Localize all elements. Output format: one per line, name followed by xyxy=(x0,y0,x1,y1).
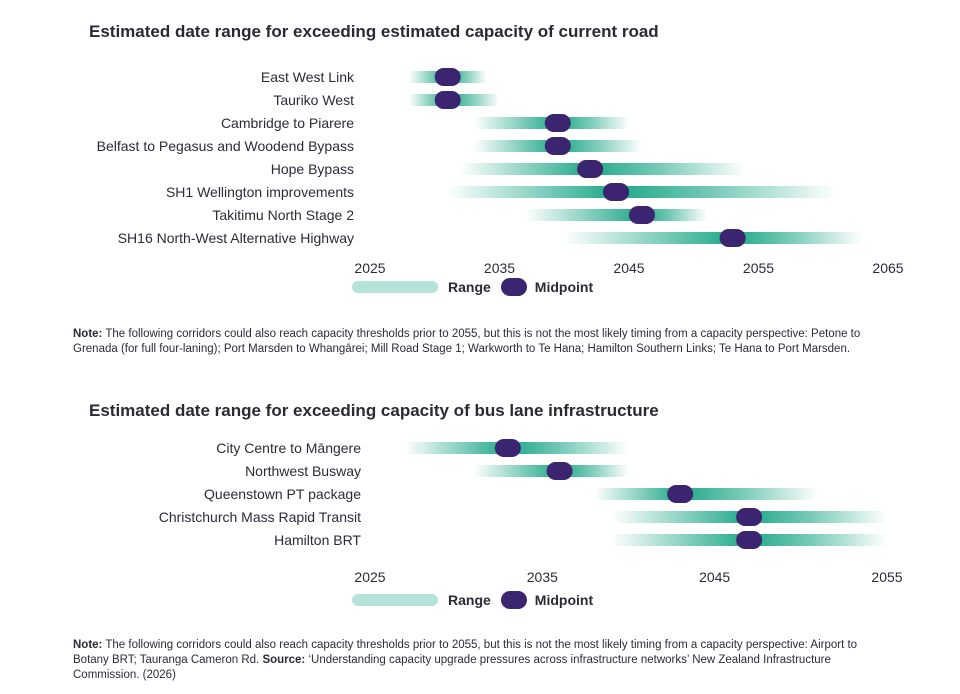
row-label: Hamilton BRT xyxy=(274,532,361,548)
x-tick-label: 2055 xyxy=(871,569,902,585)
chart1-title: Estimated date range for exceeding estim… xyxy=(89,22,659,41)
legend-range-swatch xyxy=(352,281,438,293)
legend-midpoint-label: Midpoint xyxy=(534,279,594,295)
midpoint-marker xyxy=(434,68,461,86)
row-label: SH16 North-West Alternative Highway xyxy=(118,230,354,246)
midpoint-marker xyxy=(544,114,571,132)
range-bar xyxy=(525,209,707,221)
midpoint-marker xyxy=(577,160,604,178)
note1-text: The following corridors could also reach… xyxy=(73,328,861,355)
legend2-range-label: Range xyxy=(448,592,491,608)
midpoint-marker xyxy=(667,485,694,503)
legend-midpoint-swatch xyxy=(500,278,527,296)
row-label: Northwest Busway xyxy=(245,463,361,479)
note2-label: Note: xyxy=(73,639,103,651)
row-label: Belfast to Pegasus and Woodend Bypass xyxy=(97,138,354,154)
x-tick-label: 2045 xyxy=(699,569,730,585)
note1-label: Note: xyxy=(73,328,103,340)
row-label: Queenstown PT package xyxy=(204,486,361,502)
x-tick-label: 2045 xyxy=(613,260,644,276)
chart2-title: Estimated date range for exceeding capac… xyxy=(89,401,659,420)
midpoint-marker xyxy=(544,137,571,155)
x-tick-label: 2065 xyxy=(872,260,903,276)
chart2-legend: Range Midpoint xyxy=(352,591,593,609)
row-label: Hope Bypass xyxy=(271,161,354,177)
row-label: SH1 Wellington improvements xyxy=(166,184,354,200)
midpoint-marker xyxy=(719,229,746,247)
chart2-note: Note: The following corridors could also… xyxy=(73,638,873,683)
legend2-midpoint-label: Midpoint xyxy=(534,592,594,608)
range-bar xyxy=(594,488,819,500)
x-tick-label: 2055 xyxy=(743,260,774,276)
midpoint-marker xyxy=(434,91,461,109)
midpoint-marker xyxy=(494,439,521,457)
row-label: Takitimu North Stage 2 xyxy=(212,207,354,223)
midpoint-marker xyxy=(736,531,763,549)
row-label: Tauriko West xyxy=(273,92,354,108)
chart1-note: Note: The following corridors could also… xyxy=(73,327,873,357)
legend2-midpoint-swatch xyxy=(500,591,527,609)
x-tick-label: 2025 xyxy=(354,569,385,585)
range-bar xyxy=(564,232,863,244)
midpoint-marker xyxy=(628,206,655,224)
x-tick-label: 2035 xyxy=(484,260,515,276)
midpoint-marker xyxy=(736,508,763,526)
legend2-range-swatch xyxy=(352,594,438,606)
x-tick-label: 2035 xyxy=(527,569,558,585)
legend-range-label: Range xyxy=(448,279,491,295)
source-label: Source: xyxy=(262,654,306,666)
x-tick-label: 2025 xyxy=(354,260,385,276)
chart1-legend: Range Midpoint xyxy=(352,278,593,296)
note2-text: The following corridors could also reach… xyxy=(73,639,858,666)
row-label: Christchurch Mass Rapid Transit xyxy=(159,509,361,525)
chart1-svg: East West Link Tauriko West Cambridge to P… xyxy=(97,68,904,276)
range-bar xyxy=(447,186,837,198)
row-label: Cambridge to Piarere xyxy=(221,115,354,131)
midpoint-marker xyxy=(546,462,573,480)
source-text: ‘Understanding capacity upgrade pressure… xyxy=(73,654,831,681)
row-label: City Centre to Māngere xyxy=(216,440,361,456)
midpoint-marker xyxy=(603,183,630,201)
row-label: East West Link xyxy=(261,69,355,85)
